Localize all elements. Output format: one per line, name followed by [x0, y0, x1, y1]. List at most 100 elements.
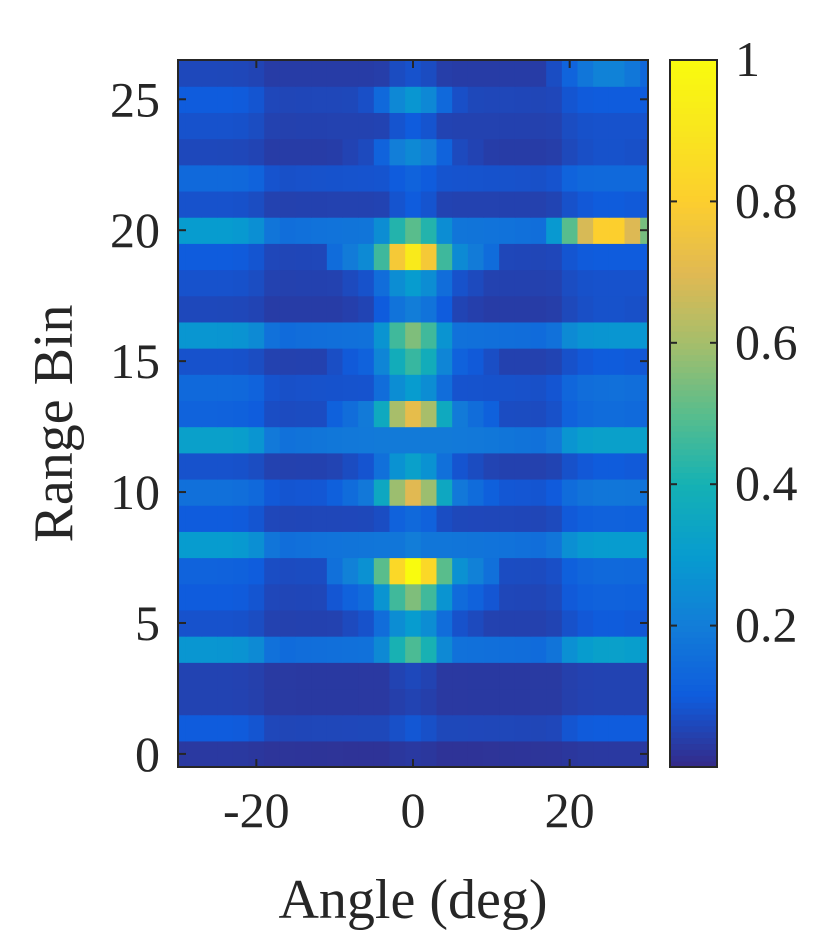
- heatmap-cell: [264, 505, 281, 532]
- heatmap-cell: [624, 557, 641, 585]
- heatmap-cell: [389, 112, 406, 140]
- heatmap-cell: [420, 609, 438, 637]
- colorbar-segment: [670, 643, 717, 650]
- heatmap-cell: [577, 295, 594, 323]
- heatmap-cell: [405, 269, 422, 297]
- colorbar-segment: [670, 107, 717, 114]
- heatmap-cell: [311, 662, 328, 690]
- heatmap-cell: [467, 714, 485, 742]
- heatmap-cell: [264, 112, 281, 140]
- heatmap-cell: [389, 190, 406, 218]
- heatmap-cell: [295, 452, 312, 480]
- heatmap-cell: [640, 164, 649, 192]
- heatmap-cell: [373, 714, 391, 742]
- heatmap-cell: [295, 426, 312, 454]
- heatmap-cell: [264, 243, 281, 271]
- heatmap-cell: [483, 557, 500, 585]
- heatmap-cell: [358, 190, 375, 218]
- heatmap-cell: [499, 400, 516, 428]
- heatmap-cell: [483, 583, 500, 611]
- heatmap-cell: [405, 478, 422, 506]
- heatmap-cell: [561, 688, 579, 716]
- heatmap-cell: [201, 190, 218, 218]
- heatmap-cell: [624, 714, 641, 742]
- colorbar-segment: [670, 596, 717, 603]
- heatmap-cell: [577, 531, 594, 559]
- heatmap-cell: [608, 138, 626, 166]
- heatmap-cell: [217, 217, 234, 244]
- heatmap-cell: [358, 740, 375, 768]
- heatmap-cell: [483, 243, 500, 271]
- heatmap-cell: [185, 164, 203, 192]
- colorbar-segment: [670, 307, 717, 314]
- heatmap-cell: [373, 609, 391, 637]
- y-axis-ticks: 0 5 10 15 20 25: [110, 71, 648, 782]
- heatmap-cell: [546, 243, 563, 271]
- heatmap-cell: [311, 60, 328, 87]
- heatmap-cell: [326, 86, 344, 113]
- heatmap-cell: [232, 583, 250, 611]
- heatmap-cell: [561, 505, 579, 532]
- heatmap-cell: [577, 400, 594, 428]
- heatmap-cell: [217, 714, 234, 742]
- heatmap-cell: [217, 557, 234, 585]
- heatmap-cell: [185, 714, 203, 742]
- heatmap-cell: [264, 60, 281, 87]
- heatmap-cell: [311, 86, 328, 113]
- heatmap-cell: [452, 557, 469, 585]
- heatmap-cell: [546, 112, 563, 140]
- heatmap-cell: [201, 557, 218, 585]
- heatmap-cell: [452, 190, 469, 218]
- heatmap-cell: [389, 688, 406, 716]
- heatmap-cell: [452, 688, 469, 716]
- heatmap-cell: [373, 400, 391, 428]
- heatmap-cell: [358, 321, 375, 349]
- heatmap-cell: [311, 688, 328, 716]
- heatmap-cell: [185, 295, 203, 323]
- heatmap-cell: [593, 374, 610, 402]
- colorbar-segment: [670, 83, 717, 91]
- heatmap-cell: [358, 426, 375, 454]
- heatmap-cell: [185, 636, 203, 663]
- heatmap-cell: [232, 662, 250, 690]
- heatmap-cell: [514, 609, 532, 637]
- heatmap-cell: [608, 609, 626, 637]
- colorbar-segment: [670, 118, 717, 126]
- heatmap-cell: [467, 557, 485, 585]
- heatmap-cell: [342, 190, 359, 218]
- heatmap-cell: [577, 688, 594, 716]
- heatmap-cell: [405, 714, 422, 742]
- heatmap-cell: [452, 609, 469, 637]
- heatmap-cell: [546, 662, 563, 690]
- heatmap-cell: [389, 60, 406, 87]
- heatmap-cell: [342, 164, 359, 192]
- colorbar-segment: [670, 419, 717, 426]
- heatmap-cell: [436, 478, 453, 506]
- heatmap-cell: [483, 217, 500, 244]
- heatmap-cell: [389, 557, 406, 585]
- heatmap-cell: [577, 740, 594, 768]
- heatmap-cell: [640, 688, 649, 716]
- heatmap-cell: [577, 60, 594, 87]
- heatmap-cell: [232, 557, 250, 585]
- heatmap-cell: [279, 505, 297, 532]
- heatmap-cell: [624, 138, 641, 166]
- heatmap-cell: [389, 531, 406, 559]
- heatmap-cell: [624, 374, 641, 402]
- heatmap-cell: [436, 348, 453, 375]
- heatmap-cell: [546, 60, 563, 87]
- heatmap-cell: [185, 478, 203, 506]
- heatmap-cell: [185, 531, 203, 559]
- heatmap-cell: [483, 714, 500, 742]
- heatmap-cell: [232, 374, 250, 402]
- heatmap-cell: [530, 662, 547, 690]
- heatmap-cell: [561, 217, 579, 244]
- heatmap-cell: [201, 478, 218, 506]
- heatmap-cell: [201, 688, 218, 716]
- heatmap-cell: [248, 190, 265, 218]
- heatmap-cell: [420, 60, 438, 87]
- heatmap-cell: [499, 662, 516, 690]
- heatmap-cell: [577, 636, 594, 663]
- heatmap-cell: [452, 138, 469, 166]
- heatmap-cell: [373, 374, 391, 402]
